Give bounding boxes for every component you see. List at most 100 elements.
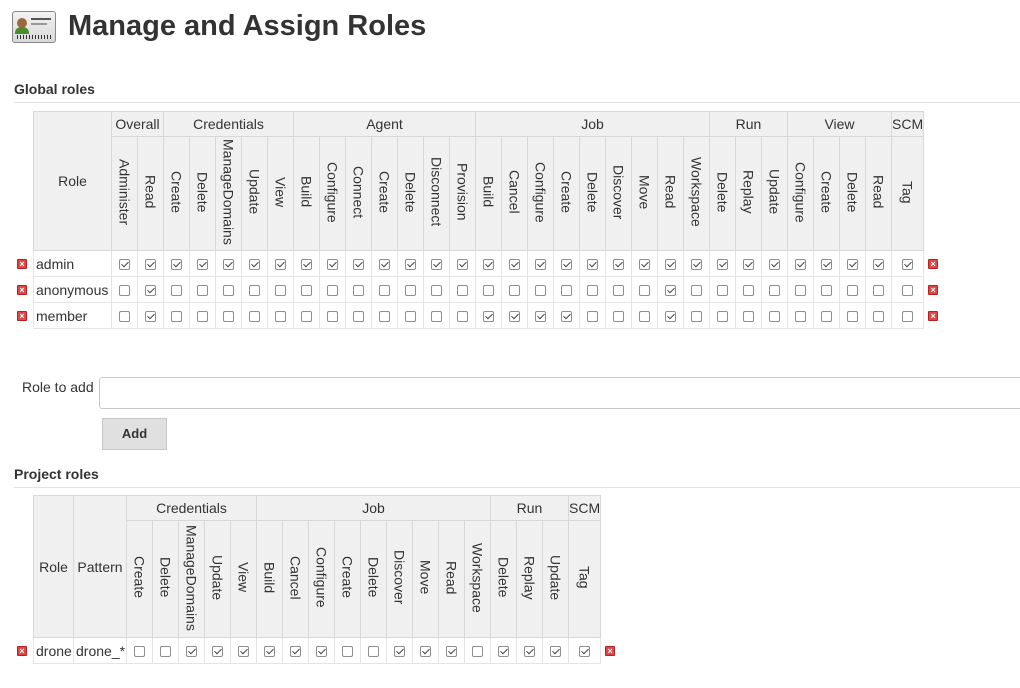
permission-checkbox[interactable]: [639, 259, 650, 271]
permission-checkbox[interactable]: [587, 285, 598, 297]
permission-checkbox[interactable]: [379, 311, 390, 323]
permission-checkbox[interactable]: [145, 285, 156, 297]
permission-checkbox[interactable]: [327, 259, 338, 271]
permission-checkbox[interactable]: [379, 259, 390, 271]
permission-checkbox[interactable]: [238, 646, 249, 658]
permission-checkbox[interactable]: [119, 311, 130, 323]
permission-checkbox[interactable]: [446, 646, 457, 658]
permission-checkbox[interactable]: [535, 311, 546, 323]
permission-checkbox[interactable]: [134, 646, 145, 658]
permission-checkbox[interactable]: [483, 311, 494, 323]
permission-checkbox[interactable]: [160, 646, 171, 658]
permission-checkbox[interactable]: [795, 259, 806, 271]
permission-checkbox[interactable]: [873, 285, 884, 297]
permission-checkbox[interactable]: [550, 646, 561, 658]
permission-checkbox[interactable]: [498, 646, 509, 658]
permission-checkbox[interactable]: [587, 259, 598, 271]
permission-checkbox[interactable]: [587, 311, 598, 323]
permission-checkbox[interactable]: [847, 285, 858, 297]
permission-checkbox[interactable]: [316, 646, 327, 658]
permission-checkbox[interactable]: [509, 311, 520, 323]
permission-checkbox[interactable]: [483, 259, 494, 271]
permission-checkbox[interactable]: [743, 311, 754, 323]
permission-checkbox[interactable]: [171, 311, 182, 323]
permission-checkbox[interactable]: [847, 311, 858, 323]
permission-checkbox[interactable]: [223, 311, 234, 323]
permission-checkbox[interactable]: [197, 285, 208, 297]
permission-checkbox[interactable]: [743, 259, 754, 271]
permission-checkbox[interactable]: [353, 259, 364, 271]
permission-checkbox[interactable]: [457, 259, 468, 271]
permission-checkbox[interactable]: [290, 646, 301, 658]
permission-checkbox[interactable]: [171, 259, 182, 271]
permission-checkbox[interactable]: [342, 646, 353, 658]
permission-checkbox[interactable]: [639, 285, 650, 297]
delete-role-icon[interactable]: ×: [17, 645, 27, 656]
permission-checkbox[interactable]: [873, 311, 884, 323]
permission-checkbox[interactable]: [509, 285, 520, 297]
delete-role-icon[interactable]: ×: [928, 310, 939, 321]
permission-checkbox[interactable]: [249, 311, 260, 323]
permission-checkbox[interactable]: [472, 646, 483, 658]
permission-checkbox[interactable]: [457, 285, 468, 297]
permission-checkbox[interactable]: [795, 285, 806, 297]
permission-checkbox[interactable]: [613, 259, 624, 271]
permission-checkbox[interactable]: [327, 285, 338, 297]
permission-checkbox[interactable]: [405, 285, 416, 297]
permission-checkbox[interactable]: [535, 259, 546, 271]
delete-role-icon[interactable]: ×: [17, 310, 27, 321]
permission-checkbox[interactable]: [821, 285, 832, 297]
permission-checkbox[interactable]: [197, 311, 208, 323]
permission-checkbox[interactable]: [561, 285, 572, 297]
permission-checkbox[interactable]: [769, 285, 780, 297]
permission-checkbox[interactable]: [353, 285, 364, 297]
permission-checkbox[interactable]: [394, 646, 405, 658]
permission-checkbox[interactable]: [847, 259, 858, 271]
permission-checkbox[interactable]: [223, 285, 234, 297]
permission-checkbox[interactable]: [275, 259, 286, 271]
delete-role-icon[interactable]: ×: [17, 258, 27, 269]
permission-checkbox[interactable]: [431, 259, 442, 271]
permission-checkbox[interactable]: [717, 285, 728, 297]
permission-checkbox[interactable]: [691, 285, 702, 297]
permission-checkbox[interactable]: [743, 285, 754, 297]
permission-checkbox[interactable]: [420, 646, 431, 658]
permission-checkbox[interactable]: [902, 259, 914, 271]
permission-checkbox[interactable]: [873, 259, 884, 271]
permission-checkbox[interactable]: [483, 285, 494, 297]
permission-checkbox[interactable]: [665, 285, 676, 297]
permission-checkbox[interactable]: [535, 285, 546, 297]
permission-checkbox[interactable]: [119, 259, 130, 271]
permission-checkbox[interactable]: [353, 311, 364, 323]
delete-role-icon[interactable]: ×: [605, 645, 616, 656]
permission-checkbox[interactable]: [561, 311, 572, 323]
permission-checkbox[interactable]: [405, 311, 416, 323]
permission-checkbox[interactable]: [769, 259, 780, 271]
permission-checkbox[interactable]: [249, 259, 260, 271]
permission-checkbox[interactable]: [431, 285, 442, 297]
permission-checkbox[interactable]: [197, 259, 208, 271]
permission-checkbox[interactable]: [691, 311, 702, 323]
permission-checkbox[interactable]: [795, 311, 806, 323]
permission-checkbox[interactable]: [275, 311, 286, 323]
permission-checkbox[interactable]: [275, 285, 286, 297]
permission-checkbox[interactable]: [119, 285, 130, 297]
permission-checkbox[interactable]: [524, 646, 535, 658]
permission-checkbox[interactable]: [717, 311, 728, 323]
delete-role-icon[interactable]: ×: [17, 284, 27, 295]
permission-checkbox[interactable]: [405, 259, 416, 271]
permission-checkbox[interactable]: [145, 311, 156, 323]
permission-checkbox[interactable]: [665, 259, 676, 271]
permission-checkbox[interactable]: [561, 259, 572, 271]
permission-checkbox[interactable]: [613, 311, 624, 323]
permission-checkbox[interactable]: [769, 311, 780, 323]
role-to-add-input[interactable]: [99, 377, 1020, 409]
permission-checkbox[interactable]: [639, 311, 650, 323]
permission-checkbox[interactable]: [368, 646, 379, 658]
delete-role-icon[interactable]: ×: [928, 258, 939, 269]
add-role-button[interactable]: Add: [102, 418, 167, 450]
permission-checkbox[interactable]: [902, 311, 914, 323]
permission-checkbox[interactable]: [301, 311, 312, 323]
permission-checkbox[interactable]: [691, 259, 702, 271]
permission-checkbox[interactable]: [579, 646, 591, 658]
